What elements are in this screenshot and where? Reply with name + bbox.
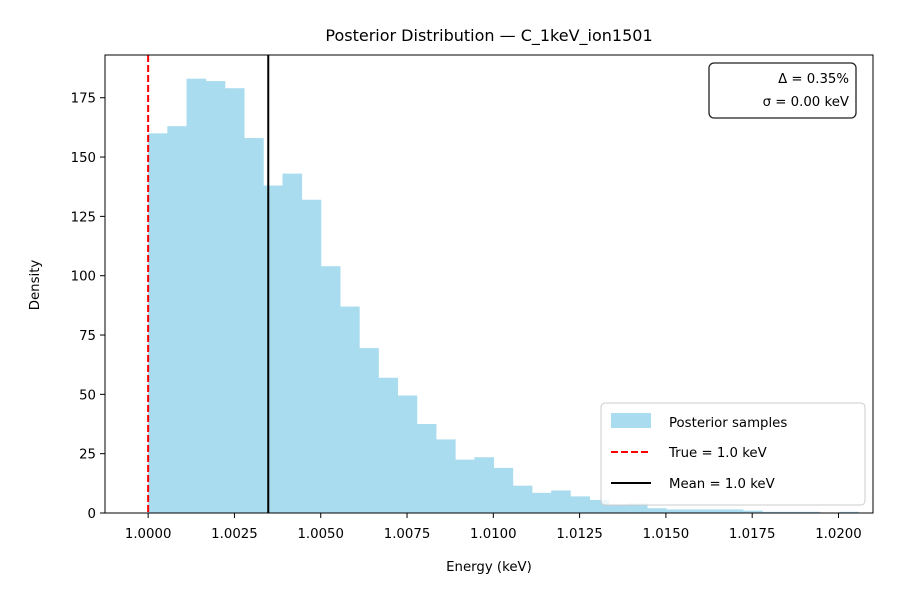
histogram-bar [148, 133, 168, 513]
y-tick-label: 50 [79, 388, 96, 403]
histogram-bar [378, 377, 399, 513]
histogram-bar [455, 459, 475, 513]
histogram-bar [397, 395, 418, 513]
y-tick-label: 150 [71, 151, 96, 166]
legend-label-true: True = 1.0 keV [668, 446, 767, 461]
annotation-delta: Δ = 0.35% [778, 72, 849, 87]
histogram-bar [224, 88, 245, 513]
legend-label-posterior: Posterior samples [669, 416, 787, 431]
histogram-bar [282, 173, 303, 514]
plot-area [147, 55, 859, 514]
histogram-bar [551, 490, 571, 513]
legend-frame [600, 402, 866, 506]
histogram-bar [608, 504, 629, 513]
annotation-sigma: σ = 0.00 keV [763, 95, 849, 110]
legend-swatch-posterior [611, 413, 651, 428]
y-tick-label: 125 [71, 210, 96, 225]
y-tick-label: 25 [79, 448, 96, 463]
histogram-bar [723, 509, 744, 513]
histogram-bar [800, 511, 821, 513]
y-axis-label: Density [28, 260, 43, 311]
histogram-bar [531, 492, 552, 513]
histogram-bar [263, 185, 283, 513]
histogram-bar [685, 509, 706, 513]
histogram-bar [666, 509, 686, 513]
y-axis-ticks: 0 25 50 75 100 125 150 175 [71, 92, 105, 522]
histogram-bar [704, 509, 725, 513]
axes-spines [104, 54, 874, 514]
reference-lines [147, 55, 270, 513]
annotation-frame [708, 62, 857, 119]
x-tick-label: 1.0150 [643, 527, 690, 542]
legend-label-mean: Mean = 1.0 keV [669, 477, 775, 492]
x-tick-label: 1.0200 [815, 527, 862, 542]
histogram-bar [301, 199, 322, 513]
x-tick-label: 1.0175 [729, 527, 776, 542]
histogram-bar [627, 503, 648, 513]
histogram-bar [762, 511, 782, 513]
histogram-bar [493, 467, 514, 513]
histogram-bar [436, 439, 456, 513]
histogram-bar [320, 266, 341, 513]
histogram-bar [781, 511, 802, 513]
histogram-bar [570, 496, 590, 513]
histogram-bar [340, 306, 360, 513]
histogram-bar [359, 348, 379, 513]
histogram-bar [186, 78, 207, 514]
histogram-bar [167, 126, 187, 513]
histogram-bar [474, 457, 494, 513]
histogram-bar [743, 510, 763, 513]
chart-legend: Posterior samples True = 1.0 keV Mean = … [600, 402, 866, 506]
histogram-bar [244, 138, 264, 513]
y-tick-label: 0 [88, 507, 96, 522]
histogram-bar [205, 81, 226, 513]
stats-annotation-box: Δ = 0.35% σ = 0.00 keV [708, 62, 857, 119]
y-tick-label: 175 [71, 92, 96, 107]
histogram-bar [839, 511, 859, 513]
histogram-bar [512, 485, 533, 513]
y-tick-label: 100 [71, 270, 96, 285]
x-tick-label: 1.0000 [125, 527, 172, 542]
histogram-bar [647, 508, 667, 513]
x-tick-label: 1.0100 [470, 527, 517, 542]
histogram-bar [416, 424, 437, 513]
chart-title: Posterior Distribution — C_1keV_ion1501 [325, 26, 652, 46]
y-tick-label: 75 [79, 329, 96, 344]
x-axis-ticks: 1.0000 1.0025 1.0050 1.0075 1.0100 1.0125 1.01… [125, 513, 862, 542]
x-tick-label: 1.0125 [556, 527, 603, 542]
x-tick-label: 1.0050 [297, 527, 344, 542]
x-tick-label: 1.0075 [384, 527, 431, 542]
x-tick-label: 1.0025 [211, 527, 258, 542]
axes-frame [104, 54, 874, 514]
x-axis-label: Energy (keV) [446, 560, 532, 575]
